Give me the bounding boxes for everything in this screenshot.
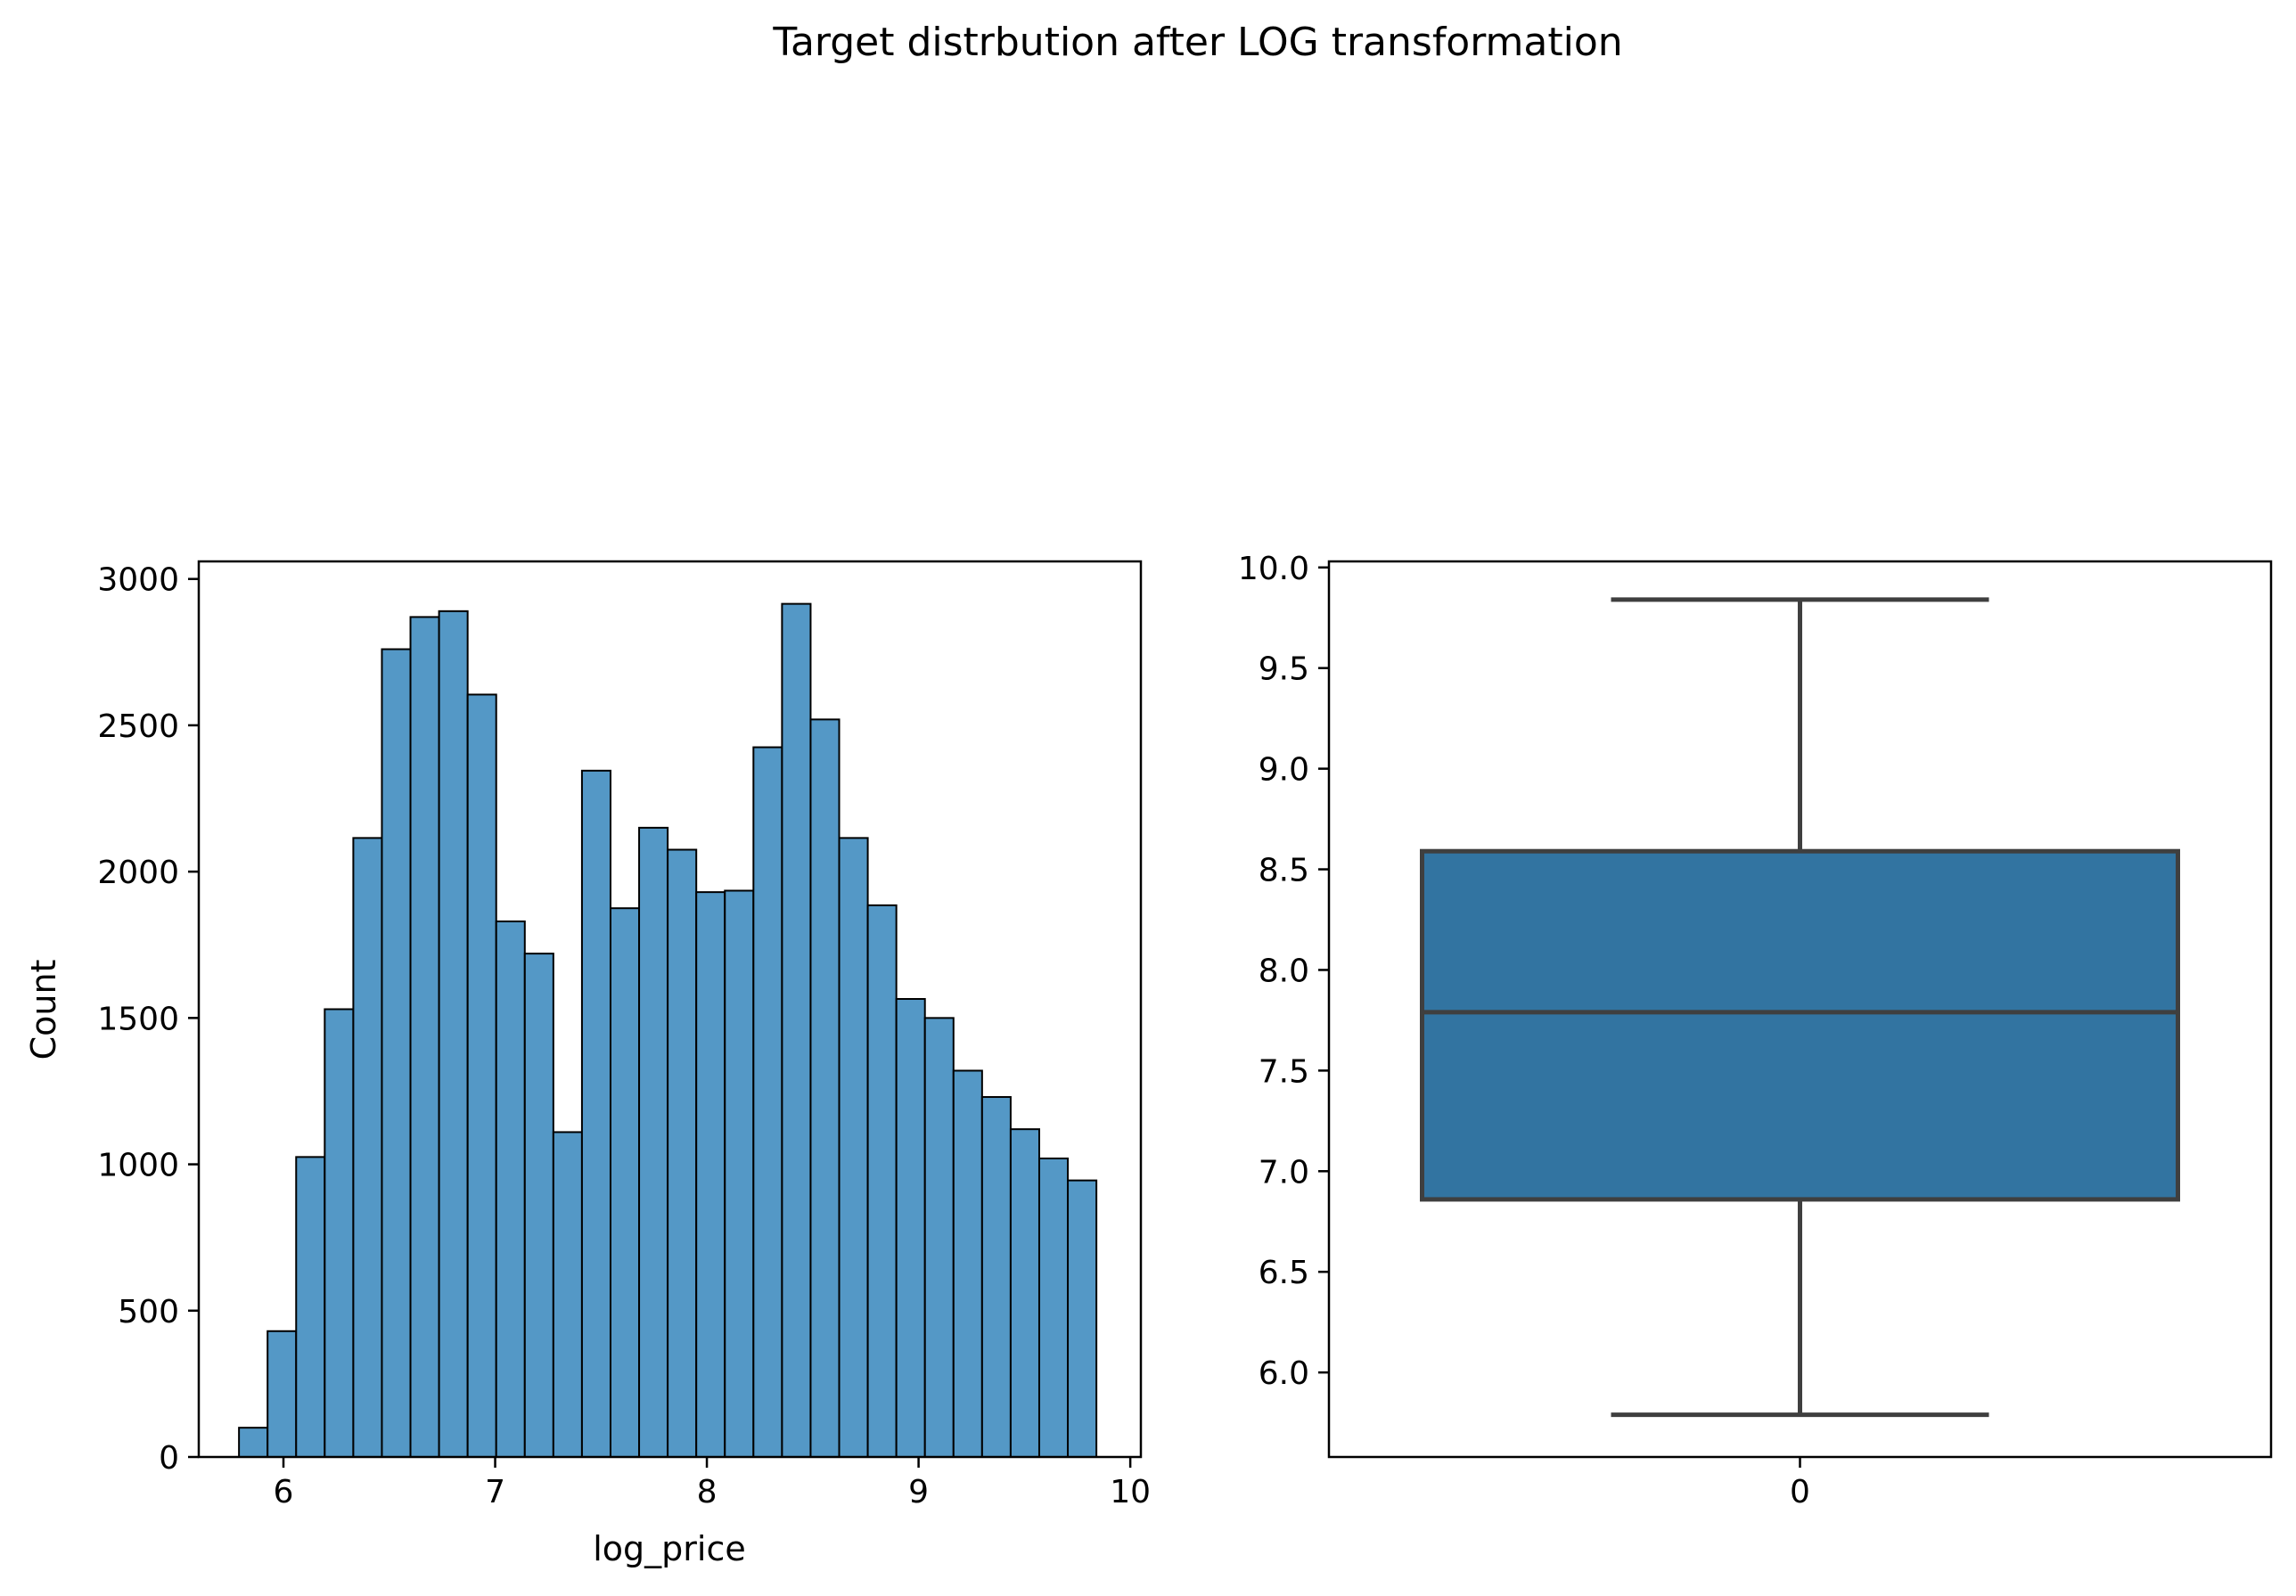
histogram-y-axis-label: Count <box>24 960 63 1060</box>
histogram-bar <box>838 837 869 1458</box>
boxplot-y-tick-label: 8.0 <box>1259 953 1309 989</box>
histogram-bar <box>609 907 641 1458</box>
histogram-x-tick-label: 10 <box>1110 1474 1151 1510</box>
histogram-bar <box>295 1156 326 1458</box>
histogram-bar <box>695 891 726 1458</box>
histogram-bar <box>866 904 898 1458</box>
histogram-bar <box>523 953 554 1458</box>
histogram-bar <box>495 920 526 1458</box>
histogram-bar <box>781 602 812 1458</box>
histogram-bar <box>952 1069 983 1458</box>
histogram-y-ticks: 0 500 1000 1500 2000 2500 3000 <box>97 562 199 1477</box>
histogram-bar <box>580 769 611 1458</box>
boxplot-y-tick-label: 6.0 <box>1259 1355 1309 1392</box>
histogram-bar <box>466 693 497 1458</box>
histogram-bar <box>895 998 926 1458</box>
histogram-bar <box>1009 1128 1040 1458</box>
histogram-bar <box>923 1017 955 1458</box>
histogram-y-tick-label: 1500 <box>97 1001 179 1037</box>
histogram-bar <box>238 1427 269 1458</box>
histogram-x-tick-label: 7 <box>485 1474 505 1510</box>
boxplot-y-tick-label: 10.0 <box>1238 551 1309 587</box>
boxplot-y-tick-label: 8.5 <box>1259 853 1309 889</box>
histogram-bar <box>438 610 469 1458</box>
histogram-bar <box>409 616 440 1458</box>
histogram-bar <box>752 746 783 1458</box>
boxplot-y-ticks: 6.0 6.5 7.0 7.5 8.0 8.5 9.0 9.5 10.0 <box>1238 551 1329 1392</box>
figure-title: Target distrbution after LOG transformat… <box>772 20 1622 65</box>
histogram-bar <box>352 837 383 1458</box>
histogram-x-ticks: 6 7 8 9 10 <box>274 1457 1151 1510</box>
boxplot-x-ticks: 0 <box>1790 1457 1810 1510</box>
histogram-x-axis-label: log_price <box>593 1529 746 1568</box>
histogram-bar <box>381 648 412 1458</box>
histogram-y-tick-label: 500 <box>118 1294 179 1330</box>
histogram-y-tick-label: 3000 <box>97 562 179 599</box>
histogram-x-tick-label: 8 <box>697 1474 718 1510</box>
histogram-y-tick-label: 0 <box>159 1440 179 1477</box>
boxplot-y-tick-label: 9.0 <box>1259 752 1309 789</box>
histogram-bar <box>724 889 755 1458</box>
histogram-x-tick-label: 9 <box>908 1474 929 1510</box>
boxplot-y-tick-label: 6.5 <box>1259 1255 1309 1291</box>
histogram-y-tick-label: 2000 <box>97 855 179 891</box>
boxplot-marks <box>1420 597 2180 1418</box>
histogram-bar <box>1067 1179 1098 1458</box>
histogram-x-tick-label: 6 <box>274 1474 294 1510</box>
histogram-bar <box>1037 1158 1070 1458</box>
histogram-panel: 6 7 8 9 10 0 500 1000 1500 2000 2500 3000 log_pric… <box>24 560 1151 1568</box>
boxplot-box <box>1420 848 2180 1202</box>
histogram-y-tick-label: 1000 <box>97 1148 179 1184</box>
boxplot-x-tick-label: 0 <box>1790 1474 1810 1510</box>
boxplot-y-tick-label: 9.5 <box>1259 651 1309 688</box>
boxplot-y-tick-label: 7.0 <box>1259 1154 1309 1191</box>
histogram-bar <box>266 1330 298 1459</box>
histogram-bar <box>324 1008 355 1458</box>
histogram-bar <box>667 848 698 1458</box>
boxplot-y-tick-label: 7.5 <box>1259 1053 1309 1090</box>
histogram-y-tick-label: 2500 <box>97 708 179 745</box>
boxplot-panel: 6.0 6.5 7.0 7.5 8.0 8.5 9.0 9.5 10.0 0 <box>1238 551 2273 1510</box>
histogram-axes-frame <box>197 560 1143 1459</box>
histogram-bar <box>638 826 669 1458</box>
histogram-bar <box>809 718 840 1458</box>
histogram-bars <box>238 602 1098 1459</box>
histogram-bar <box>980 1096 1012 1458</box>
histogram-bar <box>552 1131 583 1458</box>
